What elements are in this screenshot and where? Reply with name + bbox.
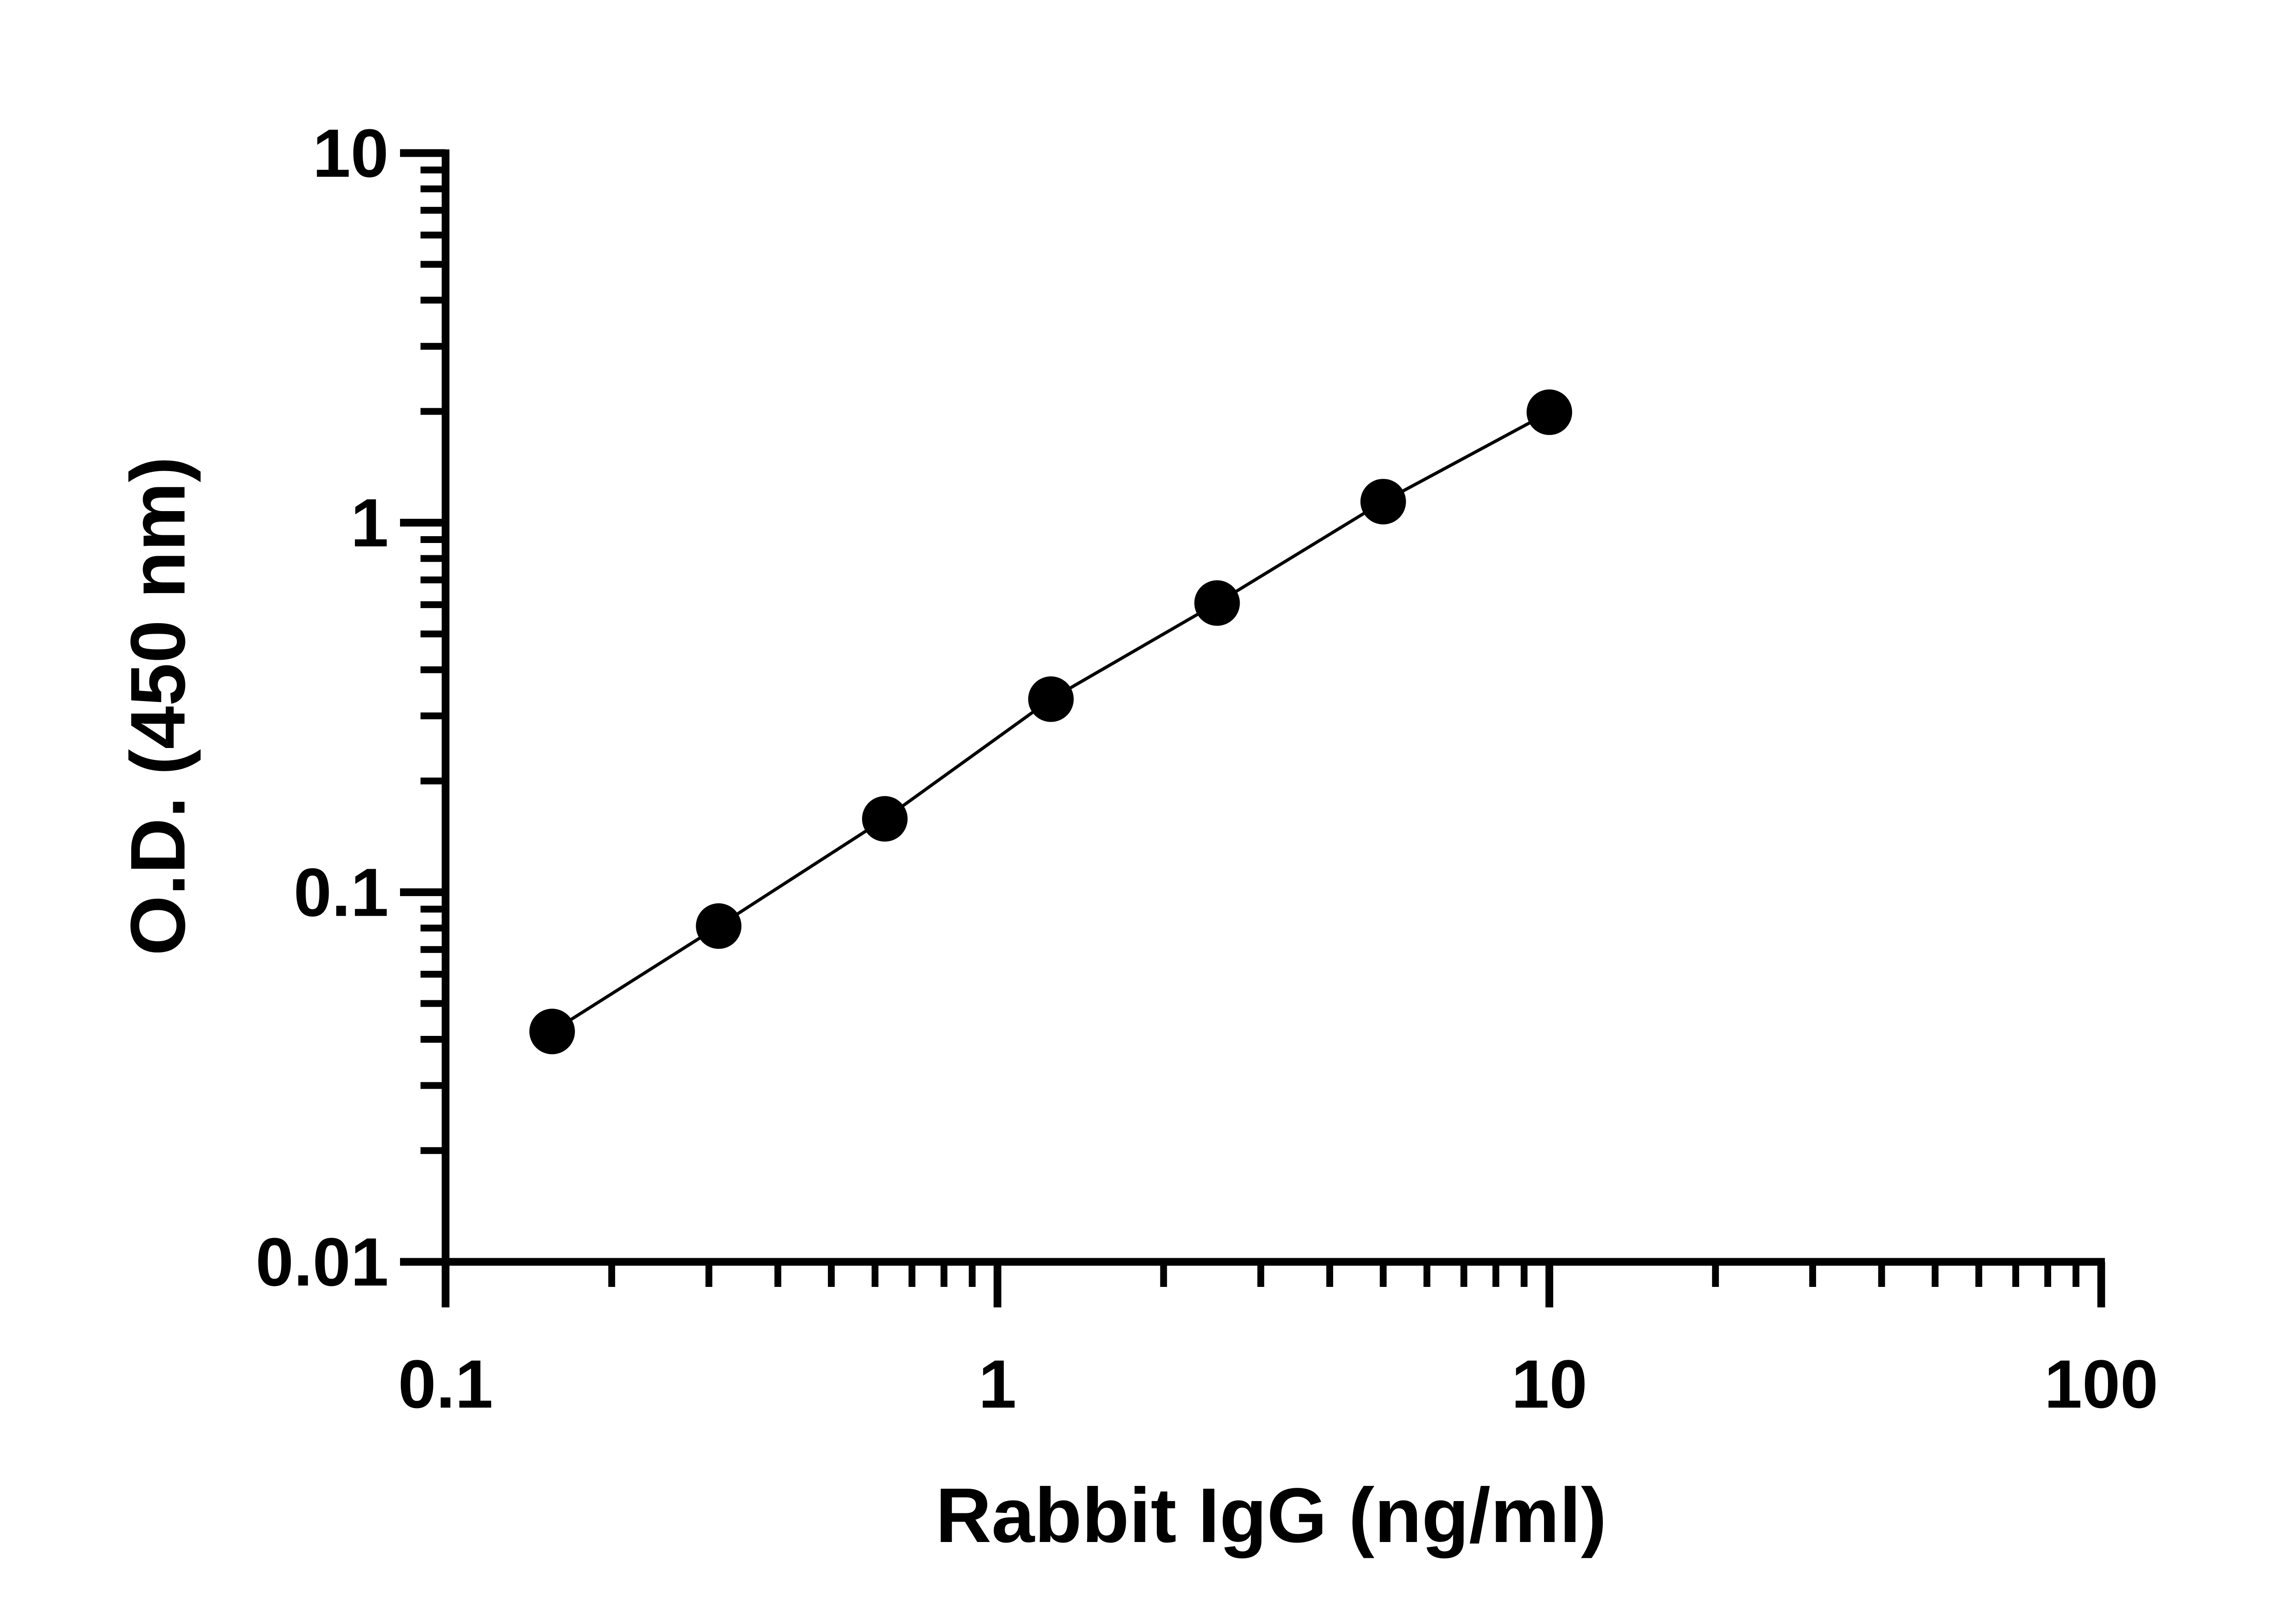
x-tick-label: 1 (979, 1346, 1016, 1422)
y-tick-labels: 0.01 0.1 1 10 (256, 115, 389, 1300)
data-point (1526, 389, 1572, 435)
data-point (529, 1009, 575, 1055)
y-axis-ticks (400, 149, 446, 1266)
data-point (1194, 580, 1240, 626)
data-point (1360, 479, 1406, 525)
x-tick-label: 0.1 (398, 1346, 493, 1422)
data-point (1028, 676, 1074, 722)
x-axis-title: Rabbit IgG (ng/ml) (935, 1472, 1606, 1559)
data-point (696, 903, 742, 949)
y-tick-label: 0.1 (293, 854, 389, 931)
x-tick-labels: 0.1 1 10 100 (398, 1346, 2158, 1422)
x-tick-label: 100 (2044, 1346, 2158, 1422)
x-tick-label: 10 (1511, 1346, 1587, 1422)
x-axis-ticks (441, 1262, 2105, 1307)
y-tick-label: 10 (313, 115, 389, 191)
y-tick-label: 1 (351, 484, 389, 561)
y-axis-title: O.D. (450 nm) (115, 456, 201, 956)
y-tick-label: 0.01 (256, 1224, 389, 1300)
data-point (862, 796, 908, 842)
axes (400, 149, 2105, 1307)
plot-area (529, 389, 1572, 1055)
